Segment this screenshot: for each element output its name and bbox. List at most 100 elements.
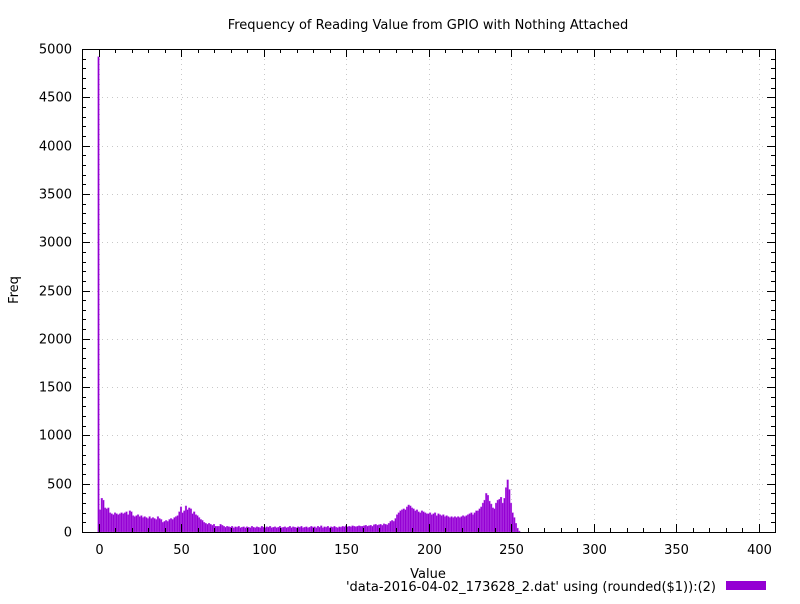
bar — [386, 524, 389, 533]
bar — [267, 526, 270, 533]
bar — [407, 504, 410, 533]
bar — [104, 507, 107, 533]
legend: 'data-2016-04-02_173628_2.dat' using (ro… — [346, 580, 766, 595]
bar — [359, 526, 362, 533]
bar — [465, 515, 468, 533]
bar — [333, 526, 336, 533]
bar — [353, 526, 356, 533]
y-tick-label: 2000 — [39, 333, 72, 348]
bar — [293, 526, 296, 533]
bar — [387, 523, 390, 533]
bar — [204, 523, 207, 533]
bar — [401, 509, 404, 533]
bar — [368, 525, 371, 533]
bar — [338, 526, 341, 533]
bar — [153, 518, 156, 533]
bar — [217, 526, 220, 533]
bar — [183, 510, 186, 533]
bar — [320, 525, 323, 533]
bar — [232, 527, 235, 533]
bar — [211, 525, 214, 533]
bar — [175, 516, 178, 533]
bar — [305, 526, 308, 533]
bar — [488, 500, 491, 533]
bar — [511, 512, 514, 533]
bar — [302, 527, 305, 533]
x-tick-label: 50 — [173, 543, 190, 558]
y-tick-label: 4500 — [39, 91, 72, 106]
bar — [138, 516, 141, 533]
bar — [343, 526, 346, 533]
bar — [222, 526, 225, 533]
bar — [109, 512, 112, 533]
x-tick-label: 200 — [417, 543, 442, 558]
bar — [450, 516, 453, 533]
bar — [437, 513, 440, 533]
bar — [209, 524, 212, 533]
bar — [382, 523, 385, 533]
bar — [412, 508, 415, 533]
bar — [514, 523, 517, 533]
bar — [219, 524, 222, 533]
bar — [298, 526, 301, 533]
bar — [468, 513, 471, 533]
bar — [118, 513, 121, 533]
bar — [181, 512, 184, 533]
y-tick-label: 500 — [47, 478, 72, 493]
bar — [274, 526, 277, 533]
bar — [498, 498, 501, 533]
bar — [155, 519, 158, 533]
bar — [226, 526, 229, 533]
bar — [480, 506, 483, 533]
bar — [358, 525, 361, 533]
bar — [513, 517, 516, 533]
bar — [257, 526, 260, 533]
bar — [277, 526, 280, 533]
bar — [221, 525, 224, 533]
bar — [288, 526, 291, 533]
bar — [442, 514, 445, 533]
bar — [420, 510, 423, 533]
bar — [435, 515, 438, 533]
bar — [490, 503, 493, 533]
bar — [178, 511, 181, 533]
bar — [463, 516, 466, 533]
x-tick-label: 100 — [252, 543, 277, 558]
bar — [100, 497, 103, 533]
bar — [316, 526, 319, 533]
bar — [203, 522, 206, 533]
bar — [503, 497, 506, 533]
bar — [283, 526, 286, 533]
bar — [404, 509, 407, 533]
bar — [156, 516, 159, 533]
y-tick-label: 3500 — [39, 188, 72, 203]
bar — [102, 499, 105, 533]
bar — [161, 522, 164, 533]
bar — [356, 526, 359, 533]
bar — [373, 524, 376, 533]
bar — [432, 513, 435, 533]
x-tick-label: 150 — [334, 543, 359, 558]
bar — [193, 511, 196, 533]
axes: 0500100015002000250030003500400045005000… — [39, 43, 776, 558]
bar — [117, 514, 120, 533]
bar — [457, 516, 460, 533]
bar — [422, 511, 425, 533]
legend-swatch — [726, 581, 766, 590]
bar — [216, 526, 219, 533]
bar — [269, 526, 272, 533]
bar — [194, 514, 197, 533]
bar — [184, 505, 187, 533]
bar — [445, 515, 448, 533]
bar — [142, 517, 145, 533]
y-tick-label: 1500 — [39, 381, 72, 396]
bar — [417, 511, 420, 533]
bar — [336, 527, 339, 533]
bar — [236, 526, 239, 533]
bar — [458, 517, 461, 533]
bar — [376, 525, 379, 533]
bar — [310, 526, 313, 533]
x-tick-label: 350 — [664, 543, 689, 558]
bar — [485, 493, 488, 533]
bar — [105, 508, 108, 533]
